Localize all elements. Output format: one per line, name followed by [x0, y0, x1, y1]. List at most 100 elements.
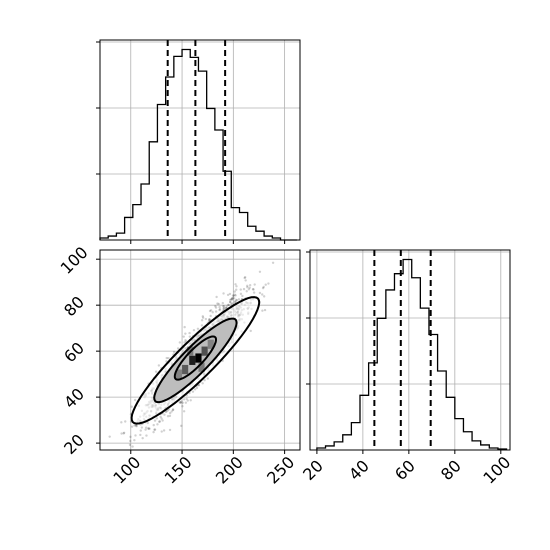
scatter-point — [261, 293, 264, 296]
scatter-point — [158, 420, 161, 423]
hist-y-xtick-label: 80 — [437, 456, 465, 484]
scatter-point — [228, 298, 232, 302]
scatter-point — [183, 341, 186, 344]
scatter-point — [214, 305, 217, 308]
scatter-point — [243, 276, 247, 279]
scatter-point — [192, 328, 196, 332]
scatter-point — [108, 435, 111, 438]
scatter-point — [262, 295, 266, 298]
scatter-point — [124, 420, 127, 423]
scatter-contour-line — [130, 296, 261, 425]
scatter-point — [245, 290, 248, 293]
scatter-point — [221, 301, 225, 305]
scatter-point — [224, 306, 228, 310]
scatter-point — [225, 305, 228, 308]
scatter-point — [235, 288, 238, 291]
scatter-point — [188, 335, 192, 338]
scatter-point — [228, 300, 232, 304]
scatter-point — [204, 317, 208, 321]
scatter-point — [216, 302, 219, 305]
scatter-point — [153, 428, 156, 431]
scatter-density-cell — [189, 355, 196, 365]
scatter-point — [160, 430, 163, 433]
scatter-point — [248, 286, 251, 289]
scatter-point — [228, 292, 232, 296]
scatter-point — [180, 400, 183, 403]
scatter-point — [167, 356, 170, 360]
scatter-point — [246, 284, 249, 288]
scatter-point — [181, 401, 184, 404]
scatter-point — [183, 325, 186, 329]
scatter-point — [168, 428, 172, 432]
scatter-point — [264, 283, 267, 286]
scatter-point — [222, 292, 225, 295]
scatter-point — [261, 286, 265, 290]
scatter-point — [239, 292, 243, 296]
scatter-point — [162, 429, 166, 432]
scatter-point — [195, 386, 199, 390]
scatter-point — [140, 426, 144, 429]
scatter-point — [209, 309, 213, 312]
scatter-point — [153, 428, 157, 431]
scatter-point — [122, 432, 125, 435]
scatter-point — [131, 445, 134, 448]
scatter-point — [208, 318, 211, 321]
scatter-point — [130, 425, 134, 428]
scatter-density-cell — [175, 369, 183, 379]
scatter-point — [244, 279, 247, 282]
scatter-point — [171, 408, 175, 412]
scatter-point — [234, 300, 237, 304]
scatter-point — [120, 421, 123, 424]
scatter-point — [243, 276, 246, 280]
scatter-point — [147, 427, 150, 430]
scatter-point — [209, 314, 212, 318]
scatter-point — [154, 370, 158, 373]
scatter-point — [163, 413, 166, 416]
scatter-point — [247, 288, 251, 291]
scatter-point — [156, 423, 159, 426]
scatter-panel-xy: 100 150 200 250 20 40 60 80 100 — [57, 243, 301, 488]
scatter-point — [214, 310, 218, 313]
scatter-point — [211, 311, 214, 314]
scatter-ytick-label: 100 — [57, 243, 92, 278]
scatter-point — [200, 324, 204, 327]
scatter-point — [161, 419, 164, 422]
scatter-point — [189, 399, 192, 402]
scatter-point — [133, 398, 137, 402]
scatter-point — [222, 307, 226, 310]
scatter-contour-line — [173, 335, 218, 381]
scatter-point — [241, 294, 244, 298]
scatter-contour-line — [153, 317, 238, 404]
scatter-point — [165, 360, 168, 363]
scatter-point — [234, 294, 237, 297]
scatter-density-cell — [198, 362, 205, 372]
scatter-point — [172, 350, 176, 354]
scatter-point — [237, 298, 241, 301]
scatter-point — [133, 438, 136, 442]
scatter-point — [152, 430, 155, 434]
scatter-ytick-label: 20 — [60, 430, 88, 458]
scatter-point — [215, 295, 218, 299]
histogram-panel-y: 20 40 60 80 100 — [299, 249, 514, 488]
scatter-point — [139, 433, 142, 437]
hist-y-xtick-label: 20 — [299, 456, 327, 484]
scatter-point — [233, 290, 236, 293]
scatter-point — [208, 318, 211, 321]
scatter-point — [222, 305, 226, 308]
scatter-point — [179, 401, 182, 404]
scatter-point — [252, 291, 256, 294]
scatter-point — [222, 304, 225, 308]
scatter-point — [248, 283, 252, 287]
scatter-density-cell — [195, 353, 202, 363]
hist-y-xtick-label: 40 — [345, 456, 373, 484]
scatter-point — [102, 456, 104, 458]
scatter-point — [193, 388, 197, 391]
scatter-point — [158, 420, 162, 423]
scatter-point — [129, 439, 132, 443]
scatter-point — [253, 283, 256, 286]
scatter-point — [227, 303, 230, 307]
scatter-point — [222, 307, 225, 310]
scatter-point — [229, 300, 232, 304]
scatter-point — [227, 303, 230, 307]
